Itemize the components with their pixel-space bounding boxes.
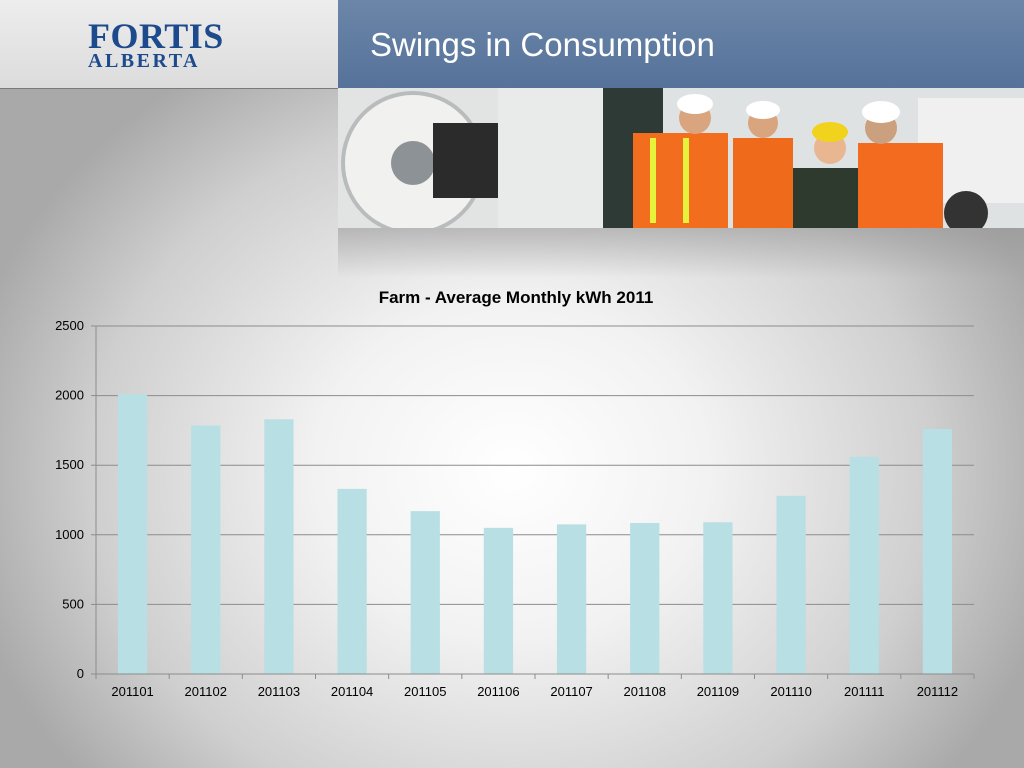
x-tick-label: 201108 (624, 684, 666, 699)
x-tick-label: 201102 (185, 684, 227, 699)
x-tick-label: 201111 (844, 684, 885, 699)
x-tick-label: 201110 (770, 684, 811, 699)
x-tick-label: 201109 (697, 684, 739, 699)
bar-201107 (556, 524, 587, 674)
y-tick-label: 0 (77, 666, 84, 681)
header-photo (338, 88, 1024, 228)
bar-201103 (264, 419, 294, 674)
x-tick-labels: 201101 201102 201103 201104 201105 201106 2011… (111, 684, 958, 699)
gridlines (91, 325, 974, 675)
y-tick-label: 2000 (55, 388, 84, 403)
x-tick-label: 201106 (477, 684, 519, 699)
x-tick-label: 201107 (550, 684, 592, 699)
slide-title: Swings in Consumption (370, 26, 715, 63)
bars (117, 394, 953, 674)
logo-text-alberta: ALBERTA (88, 50, 201, 72)
logo-panel: FORTIS ALBERTA (0, 0, 338, 89)
bar-201111 (849, 456, 879, 674)
bar-201110 (776, 495, 806, 674)
logo-text-fortis: FORTIS (88, 16, 224, 56)
workers-photo-illustration (338, 88, 1024, 228)
bar-201101 (117, 394, 148, 674)
fortis-alberta-logo: FORTIS ALBERTA (88, 18, 250, 72)
chart-title: Farm - Average Monthly kWh 2011 (379, 288, 654, 307)
bar-201112 (922, 429, 953, 674)
bar-201108 (630, 522, 660, 674)
x-tick-label: 201104 (331, 684, 373, 699)
x-tick-label: 201101 (111, 684, 153, 699)
y-tick-label: 1000 (55, 527, 84, 542)
y-tick-labels: 0 500 1000 1500 2000 2500 (55, 318, 84, 681)
x-tick-label: 201103 (258, 684, 300, 699)
y-tick-label: 2500 (55, 318, 84, 333)
bar-201105 (410, 511, 440, 674)
x-tick-label: 201112 (917, 684, 958, 699)
bar-201102 (191, 425, 221, 674)
bar-201104 (337, 488, 367, 674)
bar-201106 (483, 527, 514, 674)
axes (95, 326, 975, 679)
photo-reflection (338, 228, 1024, 278)
y-tick-label: 500 (62, 596, 84, 611)
x-tick-label: 201105 (404, 684, 446, 699)
y-tick-label: 1500 (55, 457, 84, 472)
title-bar: Swings in Consumption (338, 0, 1024, 88)
bar-chart: Farm - Average Monthly kWh 2011 0 500 1000… (55, 288, 975, 699)
bar-201109 (703, 522, 733, 674)
